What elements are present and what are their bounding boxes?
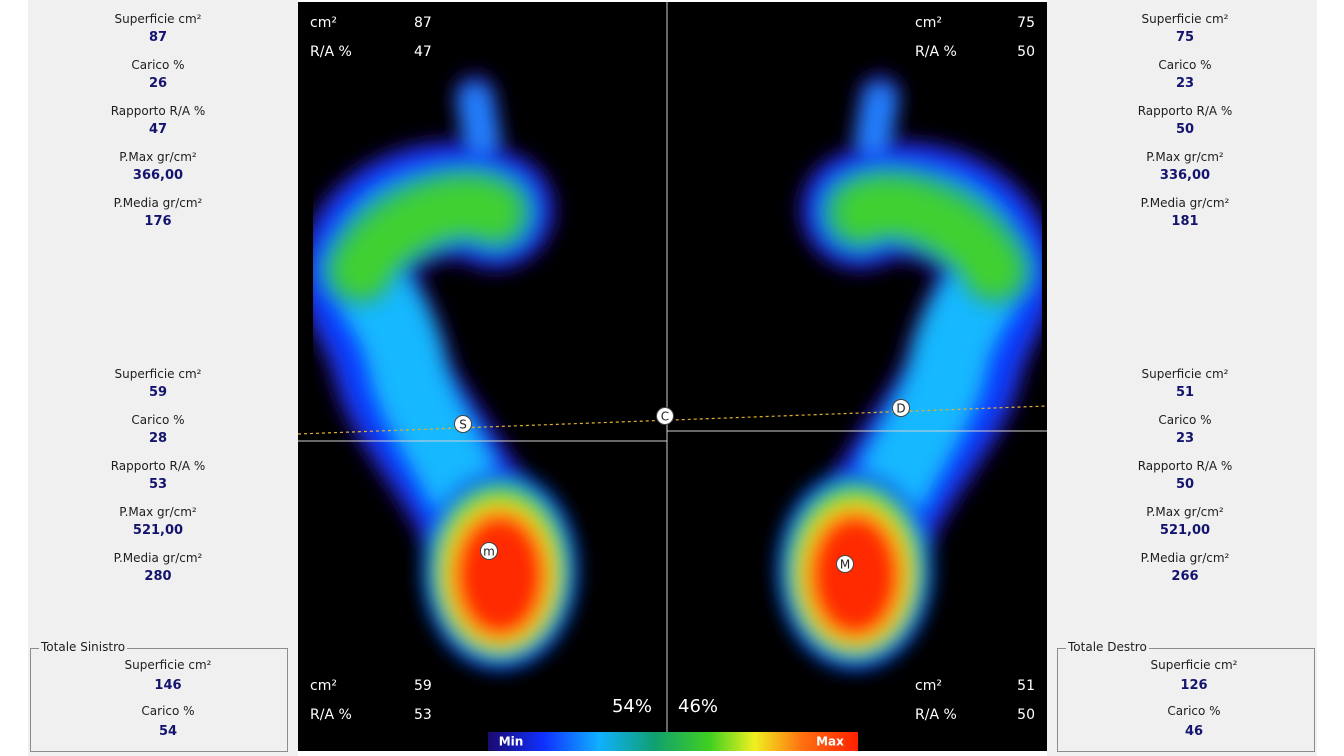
total-box: Totale Destro xyxy=(1057,640,1315,752)
marker-label: D xyxy=(896,402,905,416)
metric-value: 28 xyxy=(148,431,168,446)
marker-dot xyxy=(480,542,498,560)
metric-label: Superficie cm² xyxy=(114,12,202,26)
metric-value: 26 xyxy=(148,76,168,91)
total-box: Totale Sinistro xyxy=(30,640,288,752)
metric-label: P.Max gr/cm² xyxy=(1146,505,1224,519)
metric-label: Rapporto R/A % xyxy=(1137,104,1233,118)
metric-value: 181 xyxy=(1171,214,1199,229)
metric-value: 53 xyxy=(148,477,168,492)
marker-dot xyxy=(454,415,472,433)
quadrant-label: cm² xyxy=(310,678,337,694)
metric-value: 23 xyxy=(1175,76,1195,91)
quadrant-value: 53 xyxy=(414,707,432,723)
marker-label: M xyxy=(840,558,850,572)
metric-value: 280 xyxy=(144,569,172,584)
quadrant-label: R/A % xyxy=(310,44,352,60)
total-label: Carico % xyxy=(141,704,195,718)
metric-label: Rapporto R/A % xyxy=(110,104,206,118)
quadrant-value: 87 xyxy=(414,15,432,31)
total-value: 126 xyxy=(1180,678,1208,693)
metric-value: 51 xyxy=(1175,385,1195,400)
scale-min: Min xyxy=(499,735,524,749)
metric-value: 176 xyxy=(144,214,172,229)
metric-value: 266 xyxy=(1171,569,1199,584)
metric-value: 87 xyxy=(148,30,168,45)
metric-label: Superficie cm² xyxy=(114,367,202,381)
metric-label: P.Max gr/cm² xyxy=(119,505,197,519)
quadrant-label: R/A % xyxy=(915,44,957,60)
quadrant-label: cm² xyxy=(915,678,942,694)
metric-value: 23 xyxy=(1175,431,1195,446)
marker-dot xyxy=(892,399,910,417)
quadrant-value: 47 xyxy=(414,44,432,60)
metric-value: 50 xyxy=(1175,477,1195,492)
metric-value: 50 xyxy=(1175,122,1195,137)
metric-value: 47 xyxy=(148,122,168,137)
total-value: 54 xyxy=(158,724,178,739)
load-left: 54% xyxy=(612,696,652,717)
metric-value: 336,00 xyxy=(1159,168,1211,183)
quadrant-value: 51 xyxy=(1017,678,1035,694)
metric-label: Carico % xyxy=(131,58,185,72)
metric-label: P.Max gr/cm² xyxy=(1146,150,1224,164)
marker-dot xyxy=(656,407,674,425)
right-panel xyxy=(1047,0,1317,756)
scale-max: Max xyxy=(816,735,844,749)
metric-label: P.Media gr/cm² xyxy=(1140,551,1230,565)
metric-label: Rapporto R/A % xyxy=(1137,459,1233,473)
total-value: 146 xyxy=(154,678,182,693)
metric-label: P.Media gr/cm² xyxy=(1140,196,1230,210)
load-right: 46% xyxy=(678,696,718,717)
metric-label: P.Max gr/cm² xyxy=(119,150,197,164)
quadrant-value: 75 xyxy=(1017,15,1035,31)
quadrant-value: 50 xyxy=(1017,44,1035,60)
total-title: Totale Destro xyxy=(1066,640,1149,654)
metric-label: Rapporto R/A % xyxy=(110,459,206,473)
metric-label: P.Media gr/cm² xyxy=(113,196,203,210)
metric-value: 521,00 xyxy=(132,523,184,538)
quadrant-label: R/A % xyxy=(310,707,352,723)
total-label: Carico % xyxy=(1167,704,1221,718)
metric-value: 366,00 xyxy=(132,168,184,183)
quadrant-value: 50 xyxy=(1017,707,1035,723)
metric-value: 521,00 xyxy=(1159,523,1211,538)
quadrant-value: 59 xyxy=(414,678,432,694)
metric-label: Carico % xyxy=(131,413,185,427)
metric-label: Superficie cm² xyxy=(1141,12,1229,26)
total-label: Superficie cm² xyxy=(124,658,212,672)
metric-label: Superficie cm² xyxy=(1141,367,1229,381)
left-panel xyxy=(28,0,298,756)
metric-value: 75 xyxy=(1175,30,1195,45)
metric-label: P.Media gr/cm² xyxy=(113,551,203,565)
color-scale xyxy=(488,732,858,751)
metric-label: Carico % xyxy=(1158,413,1212,427)
marker-label: S xyxy=(459,418,467,432)
metric-value: 59 xyxy=(148,385,168,400)
marker-dot xyxy=(836,555,854,573)
marker-label: C xyxy=(661,410,669,424)
total-label: Superficie cm² xyxy=(1150,658,1238,672)
quadrant-label: cm² xyxy=(915,15,942,31)
quadrant-label: R/A % xyxy=(915,707,957,723)
quadrant-label: cm² xyxy=(310,15,337,31)
total-title: Totale Sinistro xyxy=(39,640,128,654)
metric-label: Carico % xyxy=(1158,58,1212,72)
marker-label: m xyxy=(483,545,495,559)
total-value: 46 xyxy=(1184,724,1204,739)
